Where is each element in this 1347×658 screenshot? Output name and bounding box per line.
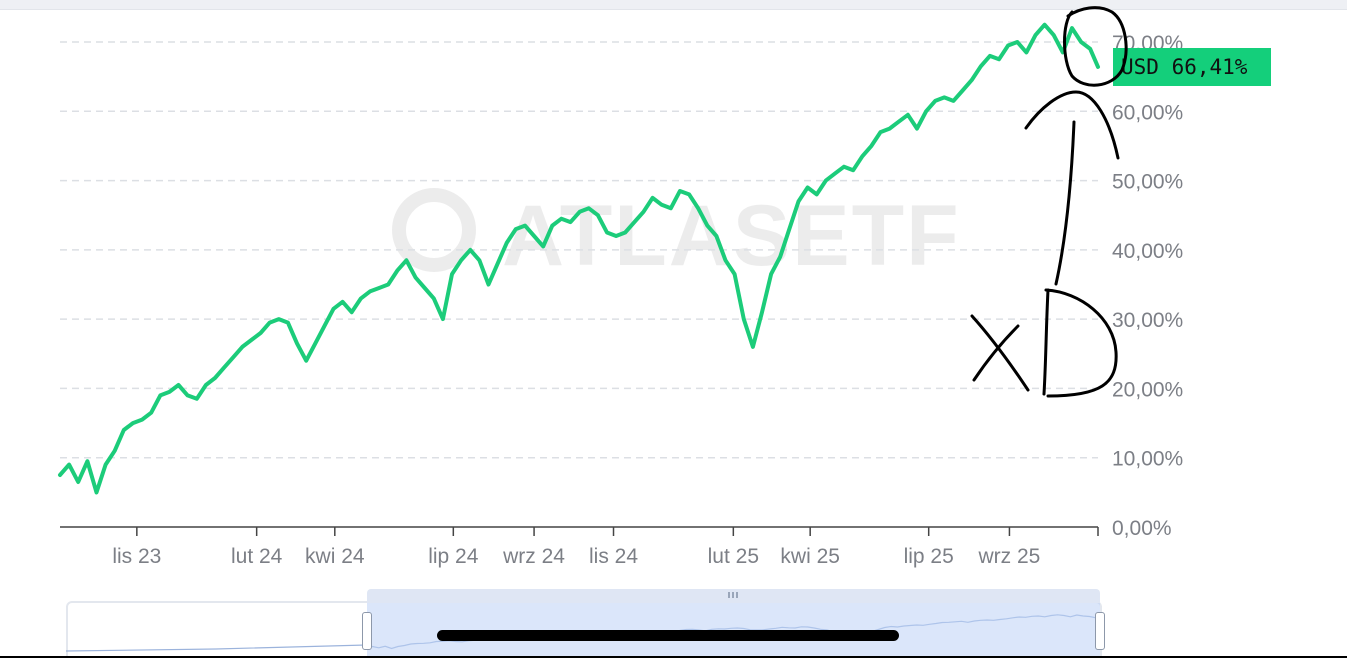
x-tick-label: lip 24 (428, 545, 479, 568)
x-tick-label: lis 24 (589, 545, 638, 568)
y-tick-label: 0,00% (1112, 517, 1172, 540)
grip-icon[interactable] (728, 592, 738, 598)
x-tick-label: wrz 24 (502, 545, 565, 568)
current-value-badge: USD 66,41% (1113, 48, 1271, 86)
y-tick-label: 40,00% (1112, 240, 1183, 263)
y-tick-label: 30,00% (1112, 309, 1183, 332)
navigator-selected-window[interactable] (367, 601, 1100, 658)
x-tick-label: wrz 25 (978, 545, 1041, 568)
series-line (58, 22, 1100, 495)
x-tick-label: kwi 25 (780, 545, 840, 568)
x-axis: lis 23 lut 24 kwi 24 lip 24 wrz 24 lis 24 lut … (60, 526, 1099, 568)
x-tick-label: lut 24 (231, 545, 283, 568)
home-indicator (437, 630, 899, 641)
navigator-left-handle[interactable] (362, 612, 372, 650)
x-tick-label: kwi 24 (305, 545, 365, 568)
x-tick-label: lip 25 (904, 545, 954, 568)
top-bar (0, 0, 1347, 10)
series-group (58, 22, 1100, 495)
y-tick-label: 60,00% (1112, 101, 1183, 124)
grid-lines (60, 41, 1098, 459)
y-tick-label: 10,00% (1112, 448, 1183, 471)
x-tick-label: lut 25 (708, 545, 759, 568)
y-tick-label: 50,00% (1112, 171, 1183, 194)
x-tick-label: lis 23 (112, 545, 161, 568)
navigator-right-handle[interactable] (1095, 612, 1105, 650)
line-chart: 0,00% 10,00% 20,00% 30,00% 40,00% 50,00% 60,00… (58, 22, 1183, 568)
bottom-edge (0, 656, 1347, 658)
y-tick-label: 20,00% (1112, 378, 1183, 401)
y-axis: 0,00% 10,00% 20,00% 30,00% 40,00% 50,00% 60,00… (1112, 32, 1183, 540)
